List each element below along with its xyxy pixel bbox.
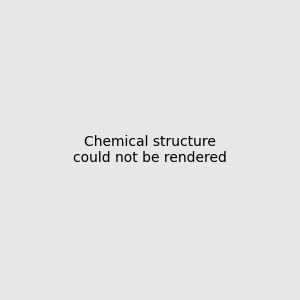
Text: Chemical structure
could not be rendered: Chemical structure could not be rendered <box>73 135 227 165</box>
